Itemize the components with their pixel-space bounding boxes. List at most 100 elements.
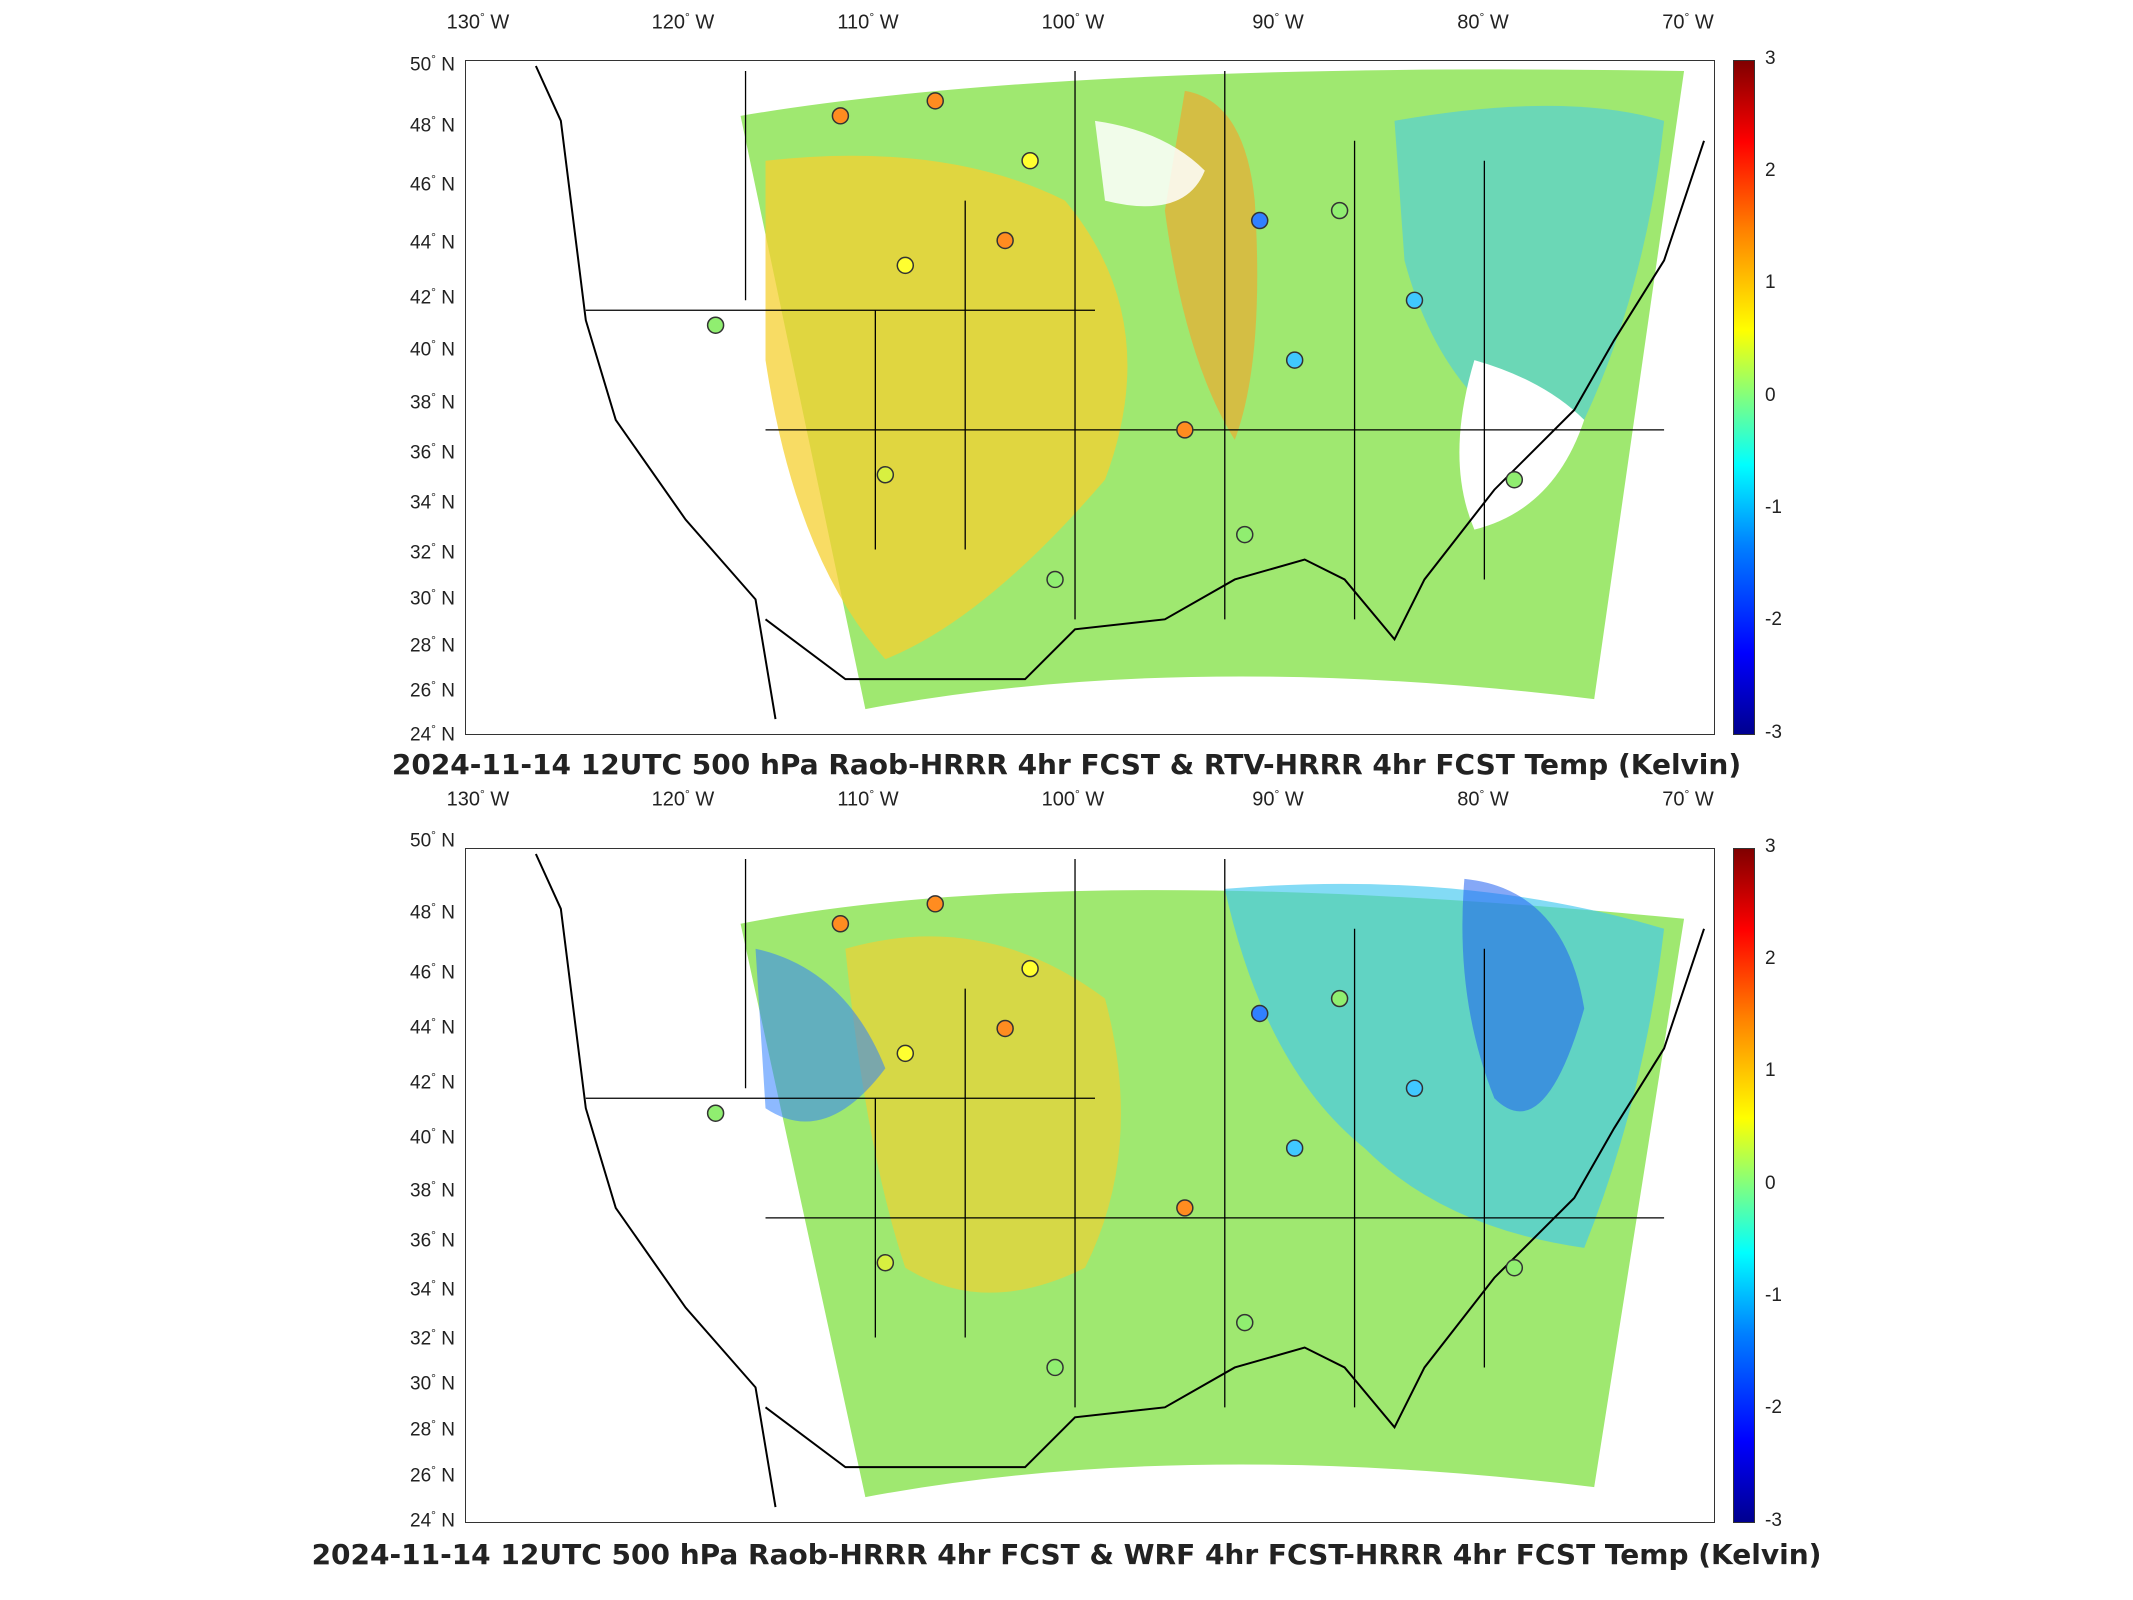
lat-tick-label: 24° N	[410, 722, 455, 746]
raob-station-marker	[876, 466, 895, 484]
colorbar	[1733, 848, 1755, 1523]
lat-tick-label: 38° N	[410, 1178, 455, 1202]
lat-tick-label: 36° N	[410, 440, 455, 464]
raob-station-marker	[1505, 471, 1524, 489]
raob-station-marker	[896, 1044, 915, 1063]
lat-tick-label: 36° N	[410, 1228, 455, 1252]
raob-station-marker	[1236, 525, 1254, 544]
lat-tick-label: 46° N	[410, 960, 455, 984]
lat-tick-label: 42° N	[410, 285, 455, 309]
lat-tick-label: 28° N	[410, 633, 455, 657]
cool-anomaly-region	[755, 948, 886, 1122]
warm-anomaly-region	[765, 155, 1128, 660]
lon-tick-label: 120° W	[651, 787, 715, 811]
colorbar-tick-label: -3	[1765, 1510, 1782, 1531]
no-data-region	[1094, 120, 1205, 207]
state-borders	[585, 858, 1665, 1408]
lon-tick-label: 110° W	[837, 787, 899, 811]
colorbar-tick-label: 1	[1765, 1060, 1776, 1081]
raob-station-marker	[1176, 421, 1194, 439]
raob-station-marker	[1176, 1199, 1194, 1217]
lat-tick-label: 40° N	[410, 337, 455, 361]
colorbar-tick-label: 1	[1765, 272, 1776, 293]
colorbar-tick-label: 3	[1765, 48, 1776, 69]
colorbar-tick-label: 0	[1765, 385, 1776, 406]
map-title: 2024-11-14 12UTC 500 hPa Raob-HRRR 4hr F…	[391, 748, 1742, 781]
raob-station-marker	[1021, 959, 1039, 978]
raob-station-marker	[926, 895, 944, 913]
raob-station-marker	[1046, 570, 1064, 589]
lat-tick-label: 38° N	[410, 390, 455, 414]
bottom-map-panel: 130° W 120° W 110° W 100° W 90° W 80° W …	[0, 787, 2133, 1580]
raob-station-marker	[706, 1104, 725, 1122]
lat-tick-label: 50° N	[410, 828, 455, 852]
lat-tick-label: 24° N	[410, 1508, 455, 1532]
lat-tick-label: 34° N	[410, 1277, 455, 1301]
colorbar-tick-label: 2	[1765, 160, 1776, 181]
coastline-outline	[534, 853, 1705, 1508]
colorbar-tick-label: -2	[1765, 1397, 1782, 1418]
lat-tick-label: 30° N	[410, 586, 455, 610]
lat-tick-label: 26° N	[410, 1463, 455, 1487]
raob-station-marker	[706, 316, 725, 334]
lat-tick-label: 48° N	[410, 113, 455, 137]
raob-station-marker	[1250, 211, 1269, 230]
cool-anomaly-region	[1462, 878, 1585, 1112]
lat-tick-label: 34° N	[410, 490, 455, 514]
lat-tick-label: 32° N	[410, 1326, 455, 1350]
raob-station-marker	[996, 1019, 1014, 1038]
lat-tick-label: 40° N	[410, 1125, 455, 1149]
map-title: 2024-11-14 12UTC 500 hPa Raob-HRRR 4hr F…	[311, 1538, 1822, 1571]
lat-tick-label: 46° N	[410, 172, 455, 196]
raob-station-marker	[1330, 989, 1349, 1008]
lat-tick-label: 44° N	[410, 230, 455, 254]
raob-station-marker	[1405, 291, 1424, 310]
lon-tick-label: 90° W	[1252, 787, 1304, 811]
raob-station-marker	[1285, 1139, 1304, 1157]
lat-tick-label: 50° N	[410, 52, 455, 76]
lon-tick-label: 80° W	[1457, 787, 1509, 811]
lon-tick-label: 70° W	[1662, 10, 1714, 34]
map-frame	[465, 60, 1715, 735]
lon-tick-label: 100° W	[1041, 10, 1105, 34]
lat-tick-label: 28° N	[410, 1417, 455, 1441]
raob-station-marker	[1285, 351, 1304, 369]
lon-tick-label: 70° W	[1662, 787, 1714, 811]
raob-station-marker	[831, 107, 850, 125]
map-frame	[465, 848, 1715, 1523]
lat-tick-label: 32° N	[410, 540, 455, 564]
raob-station-marker	[1330, 201, 1349, 220]
lon-tick-label: 110° W	[837, 10, 899, 34]
lat-tick-label: 44° N	[410, 1015, 455, 1039]
raob-station-marker	[876, 1254, 895, 1272]
no-data-region	[1459, 360, 1585, 530]
raob-station-marker	[1405, 1079, 1424, 1098]
raob-station-marker	[926, 92, 944, 110]
raob-station-marker	[1046, 1358, 1064, 1377]
colorbar-tick-label: -3	[1765, 722, 1782, 743]
raob-station-marker	[996, 231, 1014, 250]
lon-tick-label: 120° W	[651, 10, 715, 34]
raob-station-marker	[1236, 1313, 1254, 1332]
raob-station-marker	[896, 256, 915, 275]
temperature-difference-map	[534, 65, 1705, 720]
colorbar-tick-label: 0	[1765, 1173, 1776, 1194]
raob-station-marker	[831, 915, 850, 933]
state-borders	[585, 70, 1665, 620]
temperature-difference-map	[534, 853, 1705, 1508]
lon-tick-label: 80° W	[1457, 10, 1509, 34]
colorbar-tick-label: -1	[1765, 1285, 1782, 1306]
colorbar-tick-label: -2	[1765, 609, 1782, 630]
lat-tick-label: 42° N	[410, 1070, 455, 1094]
lat-tick-label: 48° N	[410, 900, 455, 924]
lon-tick-label: 100° W	[1041, 787, 1105, 811]
lon-tick-label: 130° W	[446, 787, 510, 811]
colorbar-tick-label: -1	[1765, 497, 1782, 518]
colorbar	[1733, 60, 1755, 735]
colorbar-tick-label: 2	[1765, 948, 1776, 969]
lon-tick-label: 130° W	[446, 10, 510, 34]
top-map-panel: 130° W 120° W 110° W 100° W 90° W 80° W …	[0, 0, 2133, 790]
raob-station-marker	[1250, 1004, 1269, 1023]
raob-station-marker	[1505, 1259, 1524, 1277]
coastline-outline	[534, 65, 1705, 720]
